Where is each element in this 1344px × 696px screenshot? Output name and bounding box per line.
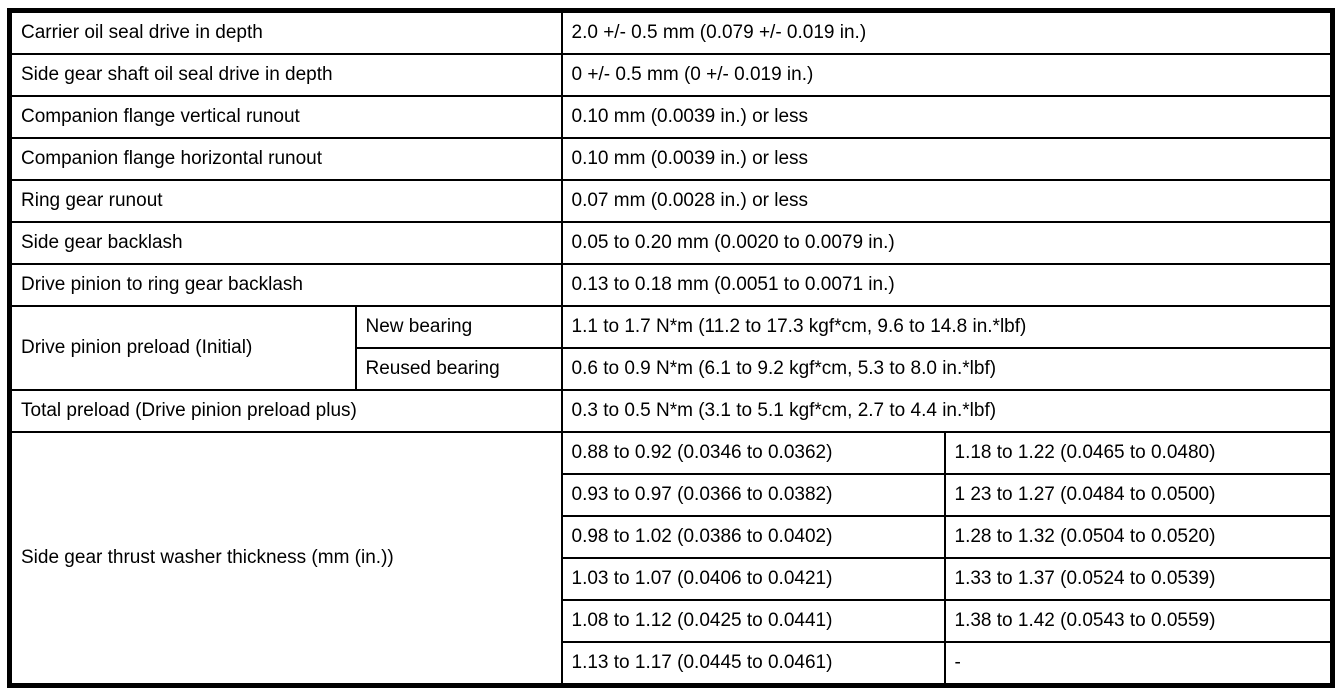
spec-label: Ring gear runout: [8, 179, 563, 223]
spec-value: 0.10 mm (0.0039 in.) or less: [560, 95, 1334, 139]
spec-value-right: 1.33 to 1.37 (0.0524 to 0.0539): [943, 557, 1334, 601]
spec-value-left: 1.13 to 1.17 (0.0445 to 0.0461): [560, 641, 946, 687]
spec-value: 2.0 +/- 0.5 mm (0.079 +/- 0.019 in.): [560, 9, 1334, 55]
spec-value: 0.10 mm (0.0039 in.) or less: [560, 137, 1334, 181]
spec-value-right: 1.18 to 1.22 (0.0465 to 0.0480): [943, 431, 1334, 475]
spec-label: Carrier oil seal drive in depth: [8, 9, 563, 55]
table-row: Carrier oil seal drive in depth 2.0 +/- …: [8, 9, 1334, 55]
spec-sublabel: Reused bearing: [354, 347, 563, 391]
spec-value-right: -: [943, 641, 1334, 687]
spec-value-left: 1.03 to 1.07 (0.0406 to 0.0421): [560, 557, 946, 601]
spec-value: 0.07 mm (0.0028 in.) or less: [560, 179, 1334, 223]
table-row: Side gear thrust washer thickness (mm (i…: [8, 431, 1334, 687]
table-row: 1.03 to 1.07 (0.0406 to 0.0421) 1.33 to …: [10, 557, 1334, 601]
table-row: Side gear backlash 0.05 to 0.20 mm (0.00…: [8, 221, 1334, 265]
spec-value-right: 1 23 to 1.27 (0.0484 to 0.0500): [943, 473, 1334, 517]
spec-value: 0.6 to 0.9 N*m (6.1 to 9.2 kgf*cm, 5.3 t…: [560, 347, 1334, 391]
spec-label: Drive pinion to ring gear backlash: [8, 263, 563, 307]
spec-label: Companion flange vertical runout: [8, 95, 563, 139]
spec-label: Total preload (Drive pinion preload plus…: [8, 389, 563, 433]
table-row: Ring gear runout 0.07 mm (0.0028 in.) or…: [8, 179, 1334, 223]
spec-value: 0.05 to 0.20 mm (0.0020 to 0.0079 in.): [560, 221, 1334, 265]
table-row: Side gear shaft oil seal drive in depth …: [8, 53, 1334, 97]
table-row: Drive pinion to ring gear backlash 0.13 …: [8, 263, 1334, 307]
table-row: 0.93 to 0.97 (0.0366 to 0.0382) 1 23 to …: [10, 473, 1334, 517]
table-row: 0.98 to 1.02 (0.0386 to 0.0402) 1.28 to …: [10, 515, 1334, 559]
spec-value-left: 1.08 to 1.12 (0.0425 to 0.0441): [560, 599, 946, 643]
table-row: Reused bearing 0.6 to 0.9 N*m (6.1 to 9.…: [10, 347, 1334, 391]
spec-value-left: 0.93 to 0.97 (0.0366 to 0.0382): [560, 473, 946, 517]
table-row: Companion flange horizontal runout 0.10 …: [8, 137, 1334, 181]
spec-value: 0 +/- 0.5 mm (0 +/- 0.019 in.): [560, 53, 1334, 97]
spec-value-right: 1.38 to 1.42 (0.0543 to 0.0559): [943, 599, 1334, 643]
spec-label-group: Side gear thrust washer thickness (mm (i…: [8, 431, 563, 687]
spec-label: Companion flange horizontal runout: [8, 137, 563, 181]
spec-sublabel: New bearing: [354, 305, 563, 349]
specifications-table: Carrier oil seal drive in depth 2.0 +/- …: [7, 8, 1335, 688]
spec-value: 1.1 to 1.7 N*m (11.2 to 17.3 kgf*cm, 9.6…: [560, 305, 1334, 349]
table-row: Drive pinion preload (Initial) New beari…: [8, 305, 1334, 391]
spec-label: Side gear shaft oil seal drive in depth: [8, 53, 563, 97]
table-row: 1.08 to 1.12 (0.0425 to 0.0441) 1.38 to …: [10, 599, 1334, 643]
spec-value-left: 0.98 to 1.02 (0.0386 to 0.0402): [560, 515, 946, 559]
spec-label: Side gear backlash: [8, 221, 563, 265]
spec-label-group: Drive pinion preload (Initial): [8, 305, 357, 391]
table-row: 1.13 to 1.17 (0.0445 to 0.0461) -: [10, 641, 1334, 687]
spec-value: 0.13 to 0.18 mm (0.0051 to 0.0071 in.): [560, 263, 1334, 307]
spec-value: 0.3 to 0.5 N*m (3.1 to 5.1 kgf*cm, 2.7 t…: [560, 389, 1334, 433]
spec-value-left: 0.88 to 0.92 (0.0346 to 0.0362): [560, 431, 946, 475]
table-row: Total preload (Drive pinion preload plus…: [8, 389, 1334, 433]
table-row: Companion flange vertical runout 0.10 mm…: [8, 95, 1334, 139]
spec-value-right: 1.28 to 1.32 (0.0504 to 0.0520): [943, 515, 1334, 559]
